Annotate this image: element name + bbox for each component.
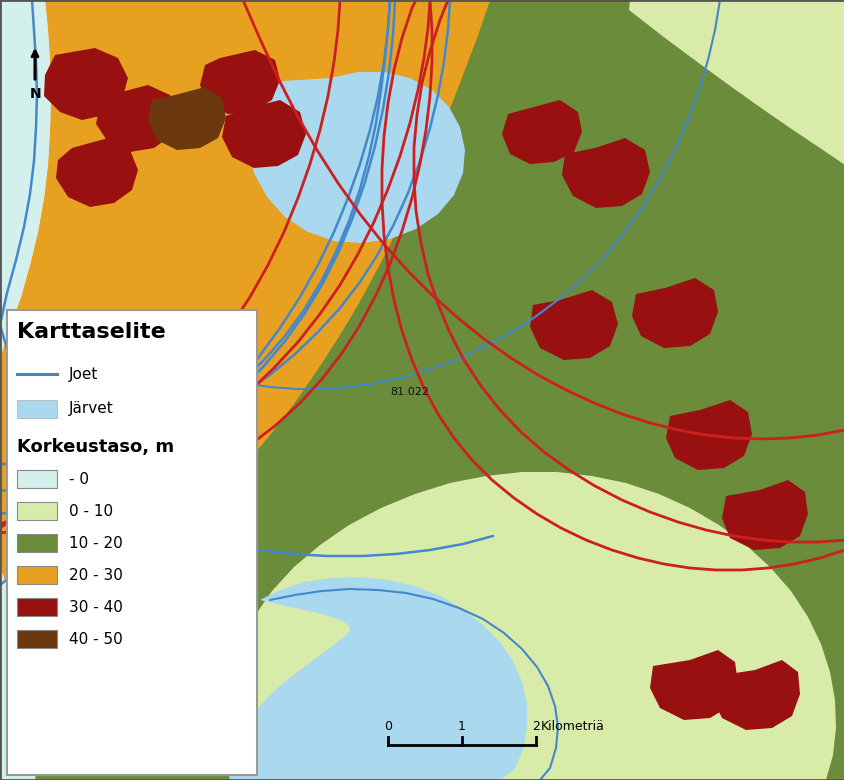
- Text: 2: 2: [532, 720, 539, 733]
- Polygon shape: [222, 0, 844, 780]
- Polygon shape: [230, 577, 527, 780]
- Bar: [17, 470, 57, 488]
- Polygon shape: [56, 138, 138, 207]
- Text: 0: 0: [383, 720, 392, 733]
- Text: 1: 1: [457, 720, 465, 733]
- Bar: [17, 400, 57, 418]
- Polygon shape: [96, 85, 178, 152]
- Polygon shape: [561, 138, 649, 208]
- Polygon shape: [665, 400, 751, 470]
- Text: 20 - 30: 20 - 30: [69, 568, 122, 583]
- Polygon shape: [649, 650, 737, 720]
- Polygon shape: [0, 0, 51, 358]
- Polygon shape: [0, 0, 490, 656]
- Text: N: N: [30, 87, 41, 101]
- Polygon shape: [200, 50, 279, 114]
- Polygon shape: [247, 72, 464, 243]
- Text: Järvet: Järvet: [69, 402, 114, 417]
- Bar: [17, 534, 57, 552]
- Text: 40 - 50: 40 - 50: [69, 632, 122, 647]
- Text: 30 - 40: 30 - 40: [69, 600, 122, 615]
- Polygon shape: [631, 278, 717, 348]
- Polygon shape: [222, 100, 306, 168]
- Text: Kilometriä: Kilometriä: [540, 720, 604, 733]
- Bar: [17, 630, 57, 648]
- Polygon shape: [501, 100, 582, 164]
- Bar: [17, 566, 57, 584]
- Polygon shape: [711, 660, 799, 730]
- Text: 0 - 10: 0 - 10: [69, 504, 113, 519]
- Text: Karttaselite: Karttaselite: [17, 322, 165, 342]
- Text: - 0: - 0: [69, 471, 89, 487]
- Text: 10 - 20: 10 - 20: [69, 536, 122, 551]
- Text: Korkeustaso, m: Korkeustaso, m: [17, 438, 174, 456]
- Polygon shape: [0, 0, 490, 780]
- Polygon shape: [721, 480, 807, 550]
- Bar: [17, 502, 57, 520]
- Polygon shape: [628, 0, 844, 165]
- Text: 81.022: 81.022: [390, 387, 429, 397]
- Polygon shape: [148, 87, 225, 150]
- Bar: [17, 598, 57, 616]
- Bar: [7, 310, 257, 775]
- Polygon shape: [44, 48, 127, 120]
- Polygon shape: [0, 0, 51, 780]
- Text: Joet: Joet: [69, 367, 98, 381]
- Polygon shape: [529, 290, 617, 360]
